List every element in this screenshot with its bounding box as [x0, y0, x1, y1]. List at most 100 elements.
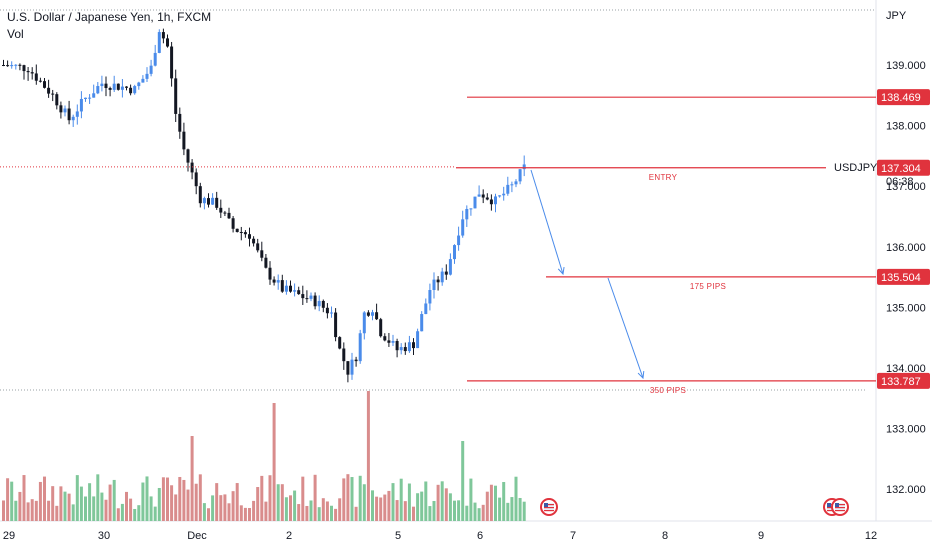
candle-body — [215, 197, 219, 208]
candle-body — [485, 197, 489, 200]
volume-bar — [518, 497, 522, 521]
volume-bar — [477, 508, 481, 521]
volume-bar — [231, 491, 235, 521]
volume-bar — [444, 488, 448, 521]
candle-body — [313, 295, 317, 307]
candle-body — [276, 280, 280, 283]
candle-body — [153, 52, 157, 66]
candle-body — [280, 280, 284, 292]
price-tick-label: 133.000 — [886, 424, 926, 436]
candle-body — [498, 195, 502, 197]
volume-bar — [47, 500, 51, 521]
price-tick-label: 134.000 — [886, 363, 926, 375]
price-axis[interactable]: JPY 139.000 138.000 137.000 136.000 135.000 13… — [886, 10, 926, 496]
volume-bar — [432, 500, 436, 521]
candle-body — [96, 86, 100, 94]
candle-body — [186, 149, 190, 163]
candle-body — [145, 73, 149, 79]
candle-body — [424, 303, 428, 315]
volume-bar — [338, 498, 342, 521]
volume-bar — [485, 491, 489, 521]
volume-bar — [399, 478, 403, 521]
candle-body — [268, 267, 272, 280]
candle-body — [342, 348, 346, 362]
candle-body — [338, 337, 342, 349]
candle-body — [211, 197, 215, 205]
volume-bar — [346, 474, 350, 521]
projection-arrow-line — [607, 277, 644, 379]
event-icons[interactable] — [540, 498, 849, 516]
volume-bar — [289, 495, 292, 521]
volume-bar — [186, 489, 190, 521]
candle-body — [38, 80, 42, 82]
candle-body — [325, 307, 329, 314]
candle-body — [264, 257, 268, 268]
level-annotation: ENTRY — [649, 173, 678, 182]
volume-bar — [489, 484, 493, 521]
candle-body — [461, 219, 465, 236]
candle-body — [137, 82, 141, 87]
volume-bar — [412, 506, 415, 521]
candles — [2, 28, 526, 383]
volume-bar — [166, 477, 169, 521]
volume-bar — [440, 481, 444, 521]
candle-body — [116, 83, 120, 90]
volume-bar — [88, 483, 92, 521]
price-tick-label: 135.000 — [886, 302, 926, 314]
candle-body — [202, 198, 206, 204]
volume-bar — [125, 491, 128, 521]
volume-bar — [342, 478, 346, 521]
volume-bar — [330, 505, 333, 521]
candle-body — [375, 312, 379, 320]
volume-bar — [498, 497, 502, 521]
candle-body — [407, 342, 411, 352]
candle-body — [358, 333, 362, 362]
volume-bar — [325, 501, 329, 521]
time-tick-label: 12 — [865, 530, 877, 542]
candle-body — [297, 290, 301, 295]
grid — [0, 0, 932, 522]
candle-body — [55, 94, 59, 106]
candle-body — [428, 289, 432, 304]
candle-body — [75, 111, 79, 117]
volume-bar — [284, 497, 288, 521]
candle-body — [444, 271, 448, 275]
candle-body — [518, 169, 522, 182]
candle-body — [22, 65, 26, 72]
volume-bar — [55, 505, 59, 521]
volume-bar — [219, 495, 223, 521]
time-tick-label: 8 — [662, 530, 668, 542]
volume-bar — [375, 496, 379, 521]
flag-stripe — [544, 507, 554, 509]
candle-body — [2, 65, 5, 66]
volume-bar — [379, 497, 383, 521]
candle-body — [100, 83, 104, 87]
volume-bar — [30, 499, 34, 521]
volume-bar — [494, 485, 497, 521]
volume-bar — [461, 441, 465, 521]
volume-bar — [256, 487, 260, 521]
volume-bar — [407, 483, 411, 521]
time-axis[interactable]: 29 30 Dec 2 5 6 7 8 9 12 — [3, 530, 877, 542]
price-tick-label: 136.000 — [886, 242, 926, 254]
volume-bar — [104, 499, 108, 521]
volume-bar — [235, 483, 239, 521]
volume-bar — [317, 507, 321, 521]
volume-bar — [469, 478, 473, 521]
time-tick-label: 7 — [570, 530, 576, 542]
volume-bar — [6, 478, 10, 521]
flag-stripe — [835, 507, 845, 509]
volume-bar — [141, 482, 145, 521]
volume-bar — [194, 483, 198, 521]
candle-body — [133, 86, 137, 94]
candle-body — [448, 259, 452, 275]
time-tick-label: Dec — [187, 530, 207, 542]
candle-body — [305, 298, 309, 300]
volume-bar — [116, 508, 120, 521]
volume-bar — [280, 484, 284, 521]
candle-body — [457, 235, 461, 246]
volume-bar — [416, 493, 420, 521]
volume-bar — [448, 493, 452, 521]
chart-legend: U.S. Dollar / Japanese Yen, 1h, FXCM Vol — [7, 9, 211, 43]
